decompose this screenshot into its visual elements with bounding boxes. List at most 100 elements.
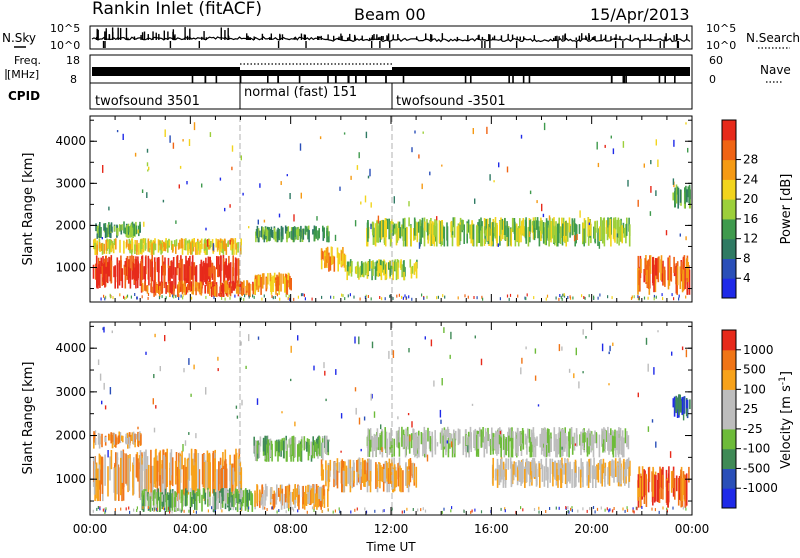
- data-cell: [167, 492, 169, 501]
- data-cell: [597, 462, 600, 483]
- data-cell: [99, 469, 101, 502]
- data-cell: [181, 238, 184, 249]
- data-cell: [317, 436, 319, 449]
- data-cell: [618, 433, 621, 455]
- data-cell: [236, 497, 239, 512]
- data-cell: [370, 261, 373, 269]
- data-cell: [394, 224, 396, 235]
- data-cell: [545, 224, 547, 246]
- near-range-echo: [593, 295, 595, 299]
- data-cell: [126, 438, 129, 445]
- data-cell: [108, 434, 111, 441]
- data-cell: [536, 436, 538, 446]
- near-range-echo: [626, 509, 629, 512]
- sparse-echo: [673, 139, 675, 147]
- data-cell: [224, 238, 226, 251]
- data-cell: [665, 469, 668, 487]
- data-cell: [131, 261, 134, 280]
- data-cell: [148, 464, 150, 490]
- data-cell: [410, 433, 413, 449]
- near-range-echo: [156, 507, 158, 511]
- sparse-echo: [153, 427, 156, 433]
- data-cell: [675, 265, 678, 294]
- sparse-echo: [281, 411, 283, 414]
- data-cell: [472, 224, 474, 240]
- data-cell: [268, 445, 270, 462]
- data-cell: [92, 264, 95, 279]
- data-cell: [343, 253, 346, 268]
- data-cell: [588, 433, 591, 446]
- data-cell: [436, 223, 438, 247]
- data-cell: [204, 243, 206, 249]
- data-cell: [395, 431, 398, 446]
- near-range-echo: [359, 297, 361, 301]
- data-cell: [374, 223, 377, 247]
- data-cell: [178, 469, 181, 500]
- near-range-echo: [182, 293, 184, 297]
- data-cell: [119, 239, 121, 253]
- near-range-echo: [332, 510, 334, 514]
- data-cell: [109, 257, 111, 271]
- data-cell: [212, 453, 214, 494]
- data-cell: [522, 218, 525, 229]
- sparse-echo: [354, 387, 357, 392]
- data-cell: [326, 231, 328, 243]
- near-range-echo: [582, 507, 584, 511]
- near-range-echo: [559, 294, 561, 297]
- sparse-echo: [421, 183, 423, 190]
- data-cell: [230, 463, 233, 493]
- near-range-echo: [321, 295, 323, 299]
- data-cell: [308, 230, 310, 243]
- data-cell: [344, 254, 347, 272]
- data-cell: [687, 262, 689, 283]
- near-range-echo: [611, 296, 613, 300]
- data-cell: [496, 469, 499, 488]
- near-range-echo: [191, 296, 193, 300]
- near-range-echo: [500, 507, 502, 511]
- near-range-echo: [401, 510, 403, 514]
- data-cell: [187, 243, 190, 251]
- data-cell: [134, 244, 136, 254]
- data-cell: [120, 255, 122, 267]
- data-cell: [287, 272, 290, 281]
- near-range-echo: [392, 297, 394, 300]
- data-cell: [302, 228, 305, 240]
- near-range-echo: [471, 509, 473, 513]
- data-cell: [431, 221, 434, 245]
- data-cell: [543, 466, 546, 487]
- data-cell: [131, 255, 133, 271]
- data-cell: [195, 242, 197, 255]
- data-cell: [107, 466, 109, 497]
- data-cell: [144, 490, 147, 507]
- data-cell: [197, 453, 200, 492]
- near-range-echo: [560, 295, 562, 299]
- sparse-echo: [682, 413, 685, 421]
- data-cell: [159, 464, 162, 501]
- data-cell: [262, 493, 264, 510]
- data-cell: [404, 435, 407, 458]
- data-cell: [637, 474, 640, 488]
- beam-title: Beam 00: [354, 5, 426, 24]
- near-range-echo: [285, 294, 287, 298]
- velocity-data: [92, 326, 691, 514]
- sparse-echo: [343, 132, 346, 135]
- data-cell: [677, 190, 679, 209]
- data-cell: [388, 464, 391, 483]
- data-cell: [309, 490, 312, 505]
- data-cell: [307, 484, 309, 500]
- data-cell: [674, 478, 676, 500]
- data-cell: [598, 226, 601, 241]
- data-cell: [302, 485, 304, 505]
- data-cell: [450, 220, 453, 238]
- sparse-echo: [573, 235, 576, 242]
- data-cell: [201, 494, 203, 512]
- data-cell: [637, 268, 639, 295]
- data-cell: [259, 436, 262, 447]
- data-cell: [429, 225, 432, 247]
- data-cell: [291, 436, 294, 457]
- data-cell: [510, 228, 512, 247]
- data-cell: [120, 457, 122, 496]
- near-range-echo: [126, 294, 129, 298]
- data-cell: [204, 492, 207, 505]
- data-cell: [115, 434, 117, 448]
